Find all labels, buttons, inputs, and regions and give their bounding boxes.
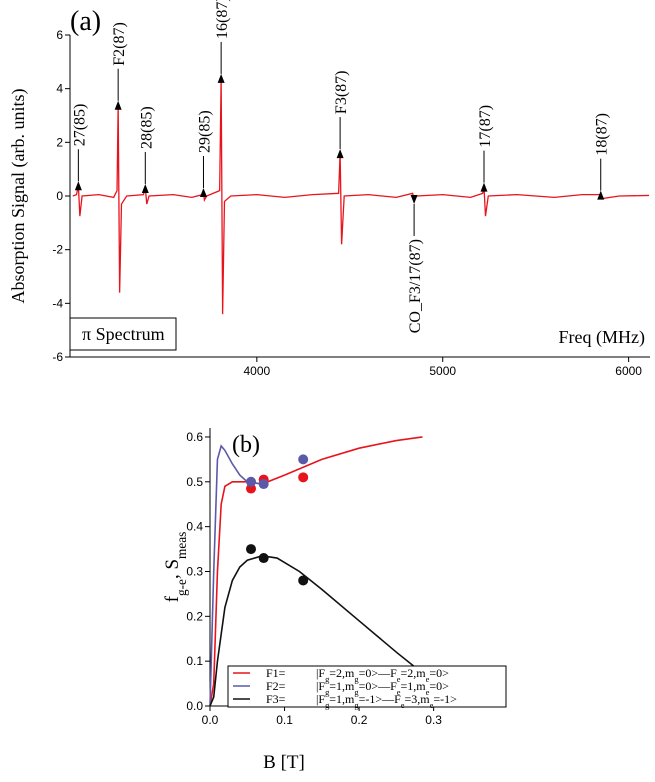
y-tick-label: 2 [56,135,63,149]
y-tick-label: -6 [52,350,63,364]
y-axis-label: fg-e, Smeas [162,532,189,603]
legend-name: F2= [266,679,286,693]
arrow-head [199,187,207,197]
annotation-label: F3(87) [333,71,350,115]
text-part: e [397,675,401,684]
text-part: e [426,688,430,697]
x-tick-label: 6000 [615,364,642,378]
arrow-head [480,182,488,192]
text-part: =0>—F [359,679,398,693]
measured-point [298,472,309,483]
y-axis-label: Absorption Signal (arb. units) [8,89,29,304]
measured-point [258,553,269,564]
annotation-label: 27(85) [71,104,88,147]
text-part: =3,m [405,692,431,706]
y-tick-label: -4 [52,296,63,310]
y-tick-label: 4 [56,82,63,96]
text-part: =2,m [329,666,355,680]
x-tick-label: 0.1 [276,713,293,727]
text-part: g [354,688,359,697]
text-part: =-1>—F [359,692,402,706]
x-tick-label: 0.2 [351,713,368,727]
measured-point [246,476,256,487]
text-part: f [162,595,183,602]
arrow-head [597,190,605,200]
text-part: =0> [429,679,449,693]
data-line [209,444,263,707]
annotation-label: 29(85) [196,110,213,153]
panel-label: (a) [70,6,101,37]
arrow-head [74,181,82,191]
text-part: =1,m [401,679,427,693]
arrow-head [410,195,418,205]
label-box [69,317,177,351]
y-tick-label: 0.1 [186,654,203,668]
arrow-head [141,183,149,193]
panel-label: (b) [232,432,260,458]
y-tick-label: 0.0 [186,699,203,713]
legend-name: F3= [266,692,286,706]
text-part: g [354,675,359,684]
text-part: g [354,701,359,710]
text-part: =1,m [329,679,355,693]
x-tick-label: 0.3 [425,713,442,727]
annotation-label: 18(87) [594,113,611,156]
text-part: =2,m [401,666,427,680]
x-axis-label: Freq (MHz) [559,327,645,348]
text-part: e [397,688,401,697]
text-part: =1,m [329,692,355,706]
y-tick-label: 0.4 [186,520,203,534]
text-part: |F [316,692,325,706]
text-part: , S [162,559,183,579]
x-tick-label: 5000 [429,364,456,378]
y-tick-label: 0.2 [186,609,203,623]
legend-state: |Fg=1,mg=0>—Fe=1,me=0> [316,679,449,697]
data-line [72,77,650,315]
annotation-label: CO_F3/17(87) [407,239,424,333]
measured-point [298,454,309,465]
measured-point [246,544,256,555]
text-part: g [325,675,330,684]
x-tick-label: 0.0 [202,713,219,727]
arrow-head [114,100,122,110]
text-part: |F [316,679,325,693]
legend-name: F1= [266,666,286,680]
y-tick-label: 0 [56,189,63,203]
data-line [209,554,420,707]
text-part: e [401,701,405,710]
text-part: meas [174,532,189,559]
text-part: =0> [429,666,449,680]
text-part: |F [316,666,325,680]
y-tick-label: 0.6 [186,430,203,444]
annotation-label: 17(87) [477,105,494,148]
y-tick-label: 6 [56,28,63,42]
text-part: e [430,701,434,710]
legend-box [227,665,507,708]
text-part: =0>—F [359,666,398,680]
text-part: g-e [174,579,189,596]
arrow-head [217,73,225,83]
x-axis-label: B [T] [263,752,305,773]
text-part: e [426,675,430,684]
measured-point [258,479,269,490]
y-tick-label: 0.3 [186,564,203,578]
legend-state: |Fg=1,mg=-1>—Fe=3,me=-1> [316,692,457,710]
text-part: g [325,688,330,697]
text-part: g [325,701,330,710]
annotation-label: 16(87) [214,0,231,39]
arrow-head [336,149,344,159]
box-label: π Spectrum [82,324,165,344]
annotation-label: F2(87) [111,22,128,66]
y-tick-label: -2 [52,243,63,257]
annotation-label: 28(85) [138,106,155,149]
measured-point [298,575,309,586]
y-tick-label: 0.5 [186,475,203,489]
x-tick-label: 4000 [243,364,270,378]
legend-state: |Fg=2,mg=0>—Fe=2,me=0> [316,666,449,684]
text-part: =-1> [433,692,457,706]
